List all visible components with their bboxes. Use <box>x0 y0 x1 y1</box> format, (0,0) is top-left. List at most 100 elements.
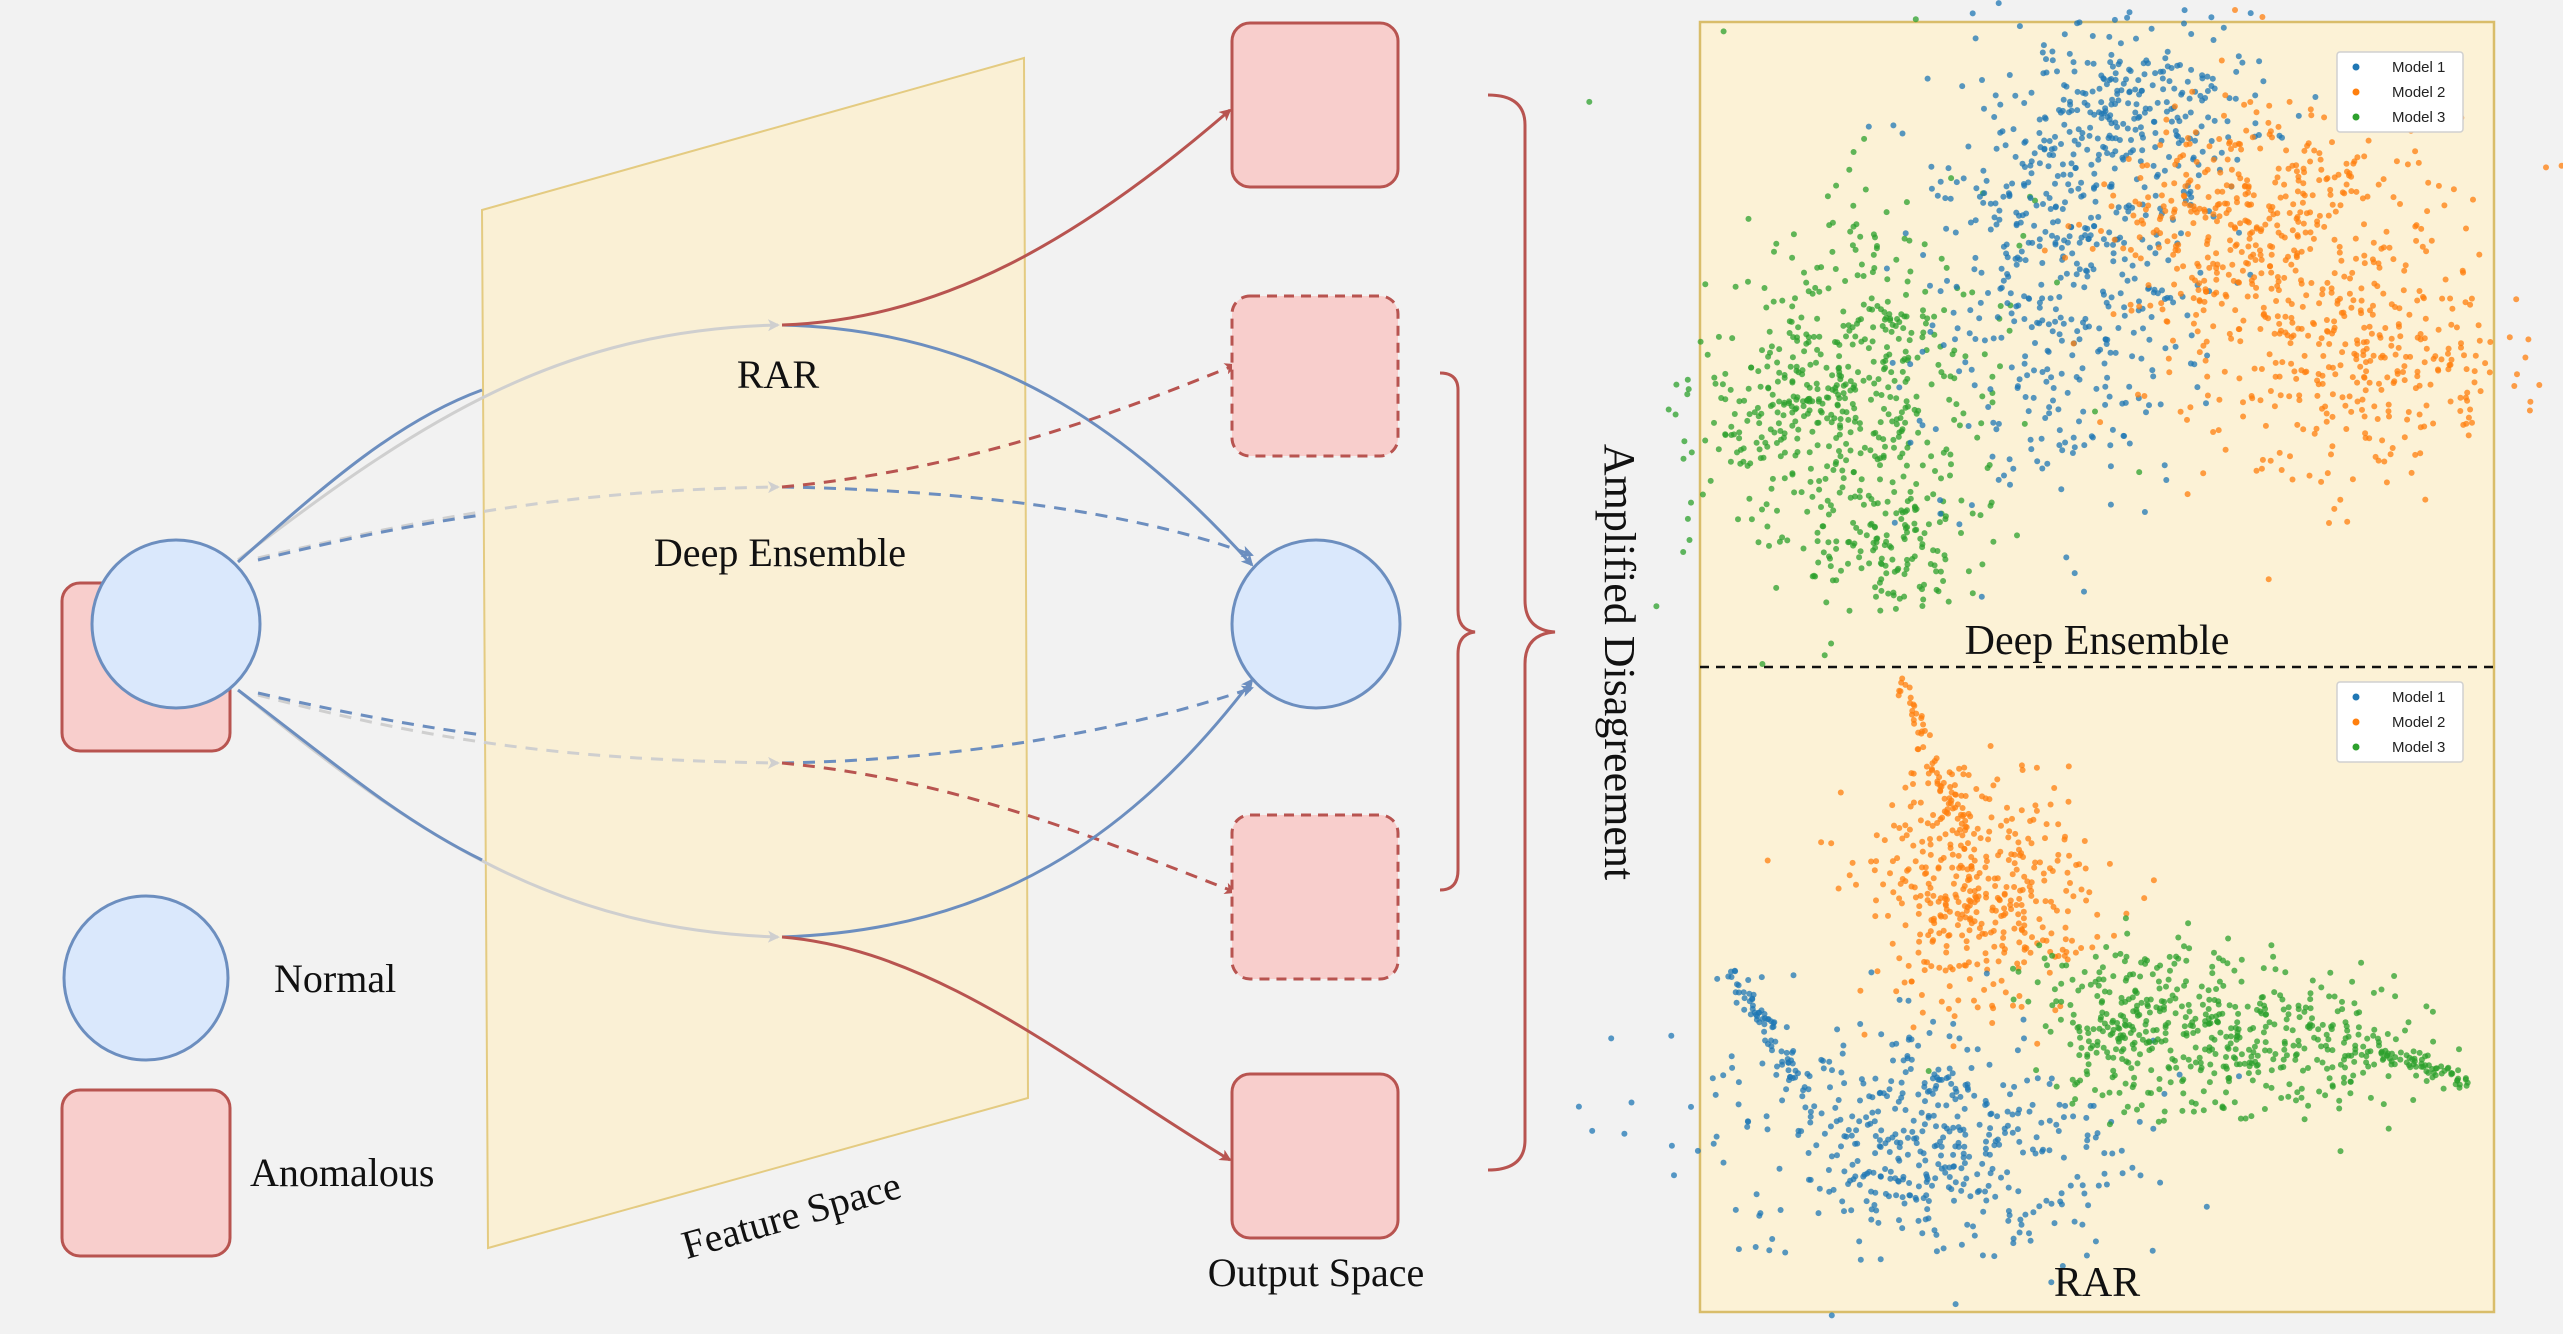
rar-point-model3 <box>2280 1056 2287 1063</box>
de-point-model1 <box>2152 192 2159 199</box>
de-point-model2 <box>2216 136 2223 142</box>
de-point-model2 <box>2249 281 2256 287</box>
de-point-model2 <box>2371 403 2378 410</box>
de-point-model1 <box>2124 14 2131 21</box>
de-point-model1 <box>2044 347 2051 354</box>
rar-point-model2 <box>1906 684 1913 691</box>
rar-point-model1 <box>1899 1194 1906 1201</box>
rar-point-model3 <box>2316 1088 2323 1095</box>
rar-point-model2 <box>1992 919 1999 926</box>
rar-point-model3 <box>2122 1080 2129 1087</box>
de-point-model1 <box>2100 236 2107 243</box>
rar-point-model3 <box>2248 1060 2255 1067</box>
de-point-model2 <box>2305 140 2312 147</box>
de-point-model1 <box>2084 59 2091 66</box>
de-point-model3 <box>1871 380 1878 387</box>
rar-point-model1 <box>1860 1080 1867 1087</box>
rar-point-model3 <box>2074 1079 2081 1086</box>
rar-point-model2 <box>1893 988 1900 995</box>
de-point-model1 <box>2076 418 2082 425</box>
rar-point-model2 <box>1868 858 1875 865</box>
de-point-model1 <box>2039 317 2046 324</box>
rar-point-model2 <box>1966 927 1973 934</box>
rar-point-model3 <box>2281 1040 2288 1047</box>
de-point-model3 <box>1748 364 1755 371</box>
de-point-model1 <box>2006 456 2013 463</box>
de-point-model2 <box>2169 214 2176 221</box>
de-point-model1 <box>1928 185 1935 192</box>
rar-point-model3 <box>2041 955 2048 962</box>
de-point-model1 <box>2084 268 2090 275</box>
de-point-model2 <box>2418 225 2425 232</box>
de-point-model1 <box>2029 239 2036 246</box>
de-point-model1 <box>2125 202 2132 209</box>
de-point-model1 <box>2126 383 2133 390</box>
de-point-model2 <box>2457 408 2464 414</box>
rar-point-model1 <box>1744 1123 1751 1130</box>
de-point-model1 <box>2123 76 2129 83</box>
de-point-model3 <box>1821 652 1828 659</box>
rar-point-model1 <box>1935 1161 1942 1168</box>
rar-point-model3 <box>2069 1100 2076 1107</box>
rar-point-model3 <box>2423 1003 2430 1010</box>
rar-point-model1 <box>1869 1109 1876 1116</box>
de-point-model3 <box>1870 324 1877 331</box>
rar-point-model2 <box>1934 820 1941 826</box>
de-point-model1 <box>1972 35 1979 42</box>
de-point-model3 <box>1684 391 1691 398</box>
rar-point-model1 <box>1915 1091 1922 1098</box>
de-point-model2 <box>2324 328 2331 335</box>
rar-point-model3 <box>2179 1107 2186 1114</box>
de-point-model1 <box>2108 51 2115 58</box>
rar-point-model2 <box>1889 858 1896 865</box>
rar-point-model1 <box>1933 1142 1940 1149</box>
de-point-model3 <box>1865 345 1872 352</box>
rar-point-model1 <box>2062 1102 2069 1109</box>
de-point-model1 <box>1943 225 1950 232</box>
de-point-model1 <box>2146 244 2153 251</box>
de-point-model1 <box>2022 138 2029 145</box>
de-point-model2 <box>2266 203 2273 210</box>
rar-point-model2 <box>1983 858 1990 865</box>
rar-point-model1 <box>1916 1162 1922 1169</box>
rar-point-model3 <box>2292 1052 2299 1059</box>
rar-point-model3 <box>2181 1023 2188 1030</box>
de-point-model3 <box>1941 373 1947 380</box>
rar-point-model1 <box>1848 1132 1855 1139</box>
rar-point-model2 <box>2008 906 2015 913</box>
rar-point-model3 <box>2186 945 2193 952</box>
de-point-model3 <box>1856 494 1863 501</box>
de-point-model1 <box>1985 404 1992 410</box>
de-point-model2 <box>2204 373 2211 380</box>
de-point-model2 <box>2300 180 2307 187</box>
de-point-model2 <box>2305 332 2312 339</box>
de-point-model2 <box>2337 202 2344 209</box>
de-point-model3 <box>1781 430 1788 437</box>
rar-point-model2 <box>1957 915 1964 922</box>
de-point-model2 <box>2232 307 2239 314</box>
rar-point-model1 <box>1870 1169 1877 1176</box>
rar-point-model3 <box>2209 963 2216 970</box>
de-point-model1 <box>2188 66 2195 73</box>
rar-point-model1 <box>1892 1175 1899 1182</box>
rar-point-model1 <box>2005 1184 2012 1191</box>
de-point-model3 <box>1948 461 1954 468</box>
de-point-model2 <box>2111 236 2118 243</box>
rar-point-model2 <box>2028 840 2035 847</box>
de-point-model3 <box>1924 315 1931 322</box>
rar-point-model2 <box>1885 912 1891 919</box>
de-point-model2 <box>2287 453 2293 460</box>
de-point-model1 <box>2144 260 2151 267</box>
rar-point-model1 <box>1986 1131 1993 1138</box>
de-point-model1 <box>2054 218 2061 225</box>
de-point-model2 <box>2252 293 2259 300</box>
rar-point-model3 <box>2410 1048 2417 1055</box>
rar-point-model2 <box>2055 821 2062 828</box>
rar-point-model1 <box>1976 1121 1983 1128</box>
de-point-model1 <box>2114 124 2121 130</box>
de-point-model2 <box>2297 209 2304 216</box>
de-point-model2 <box>2442 276 2449 283</box>
rar-point-model2 <box>2005 834 2012 841</box>
de-point-model2 <box>2289 227 2296 234</box>
